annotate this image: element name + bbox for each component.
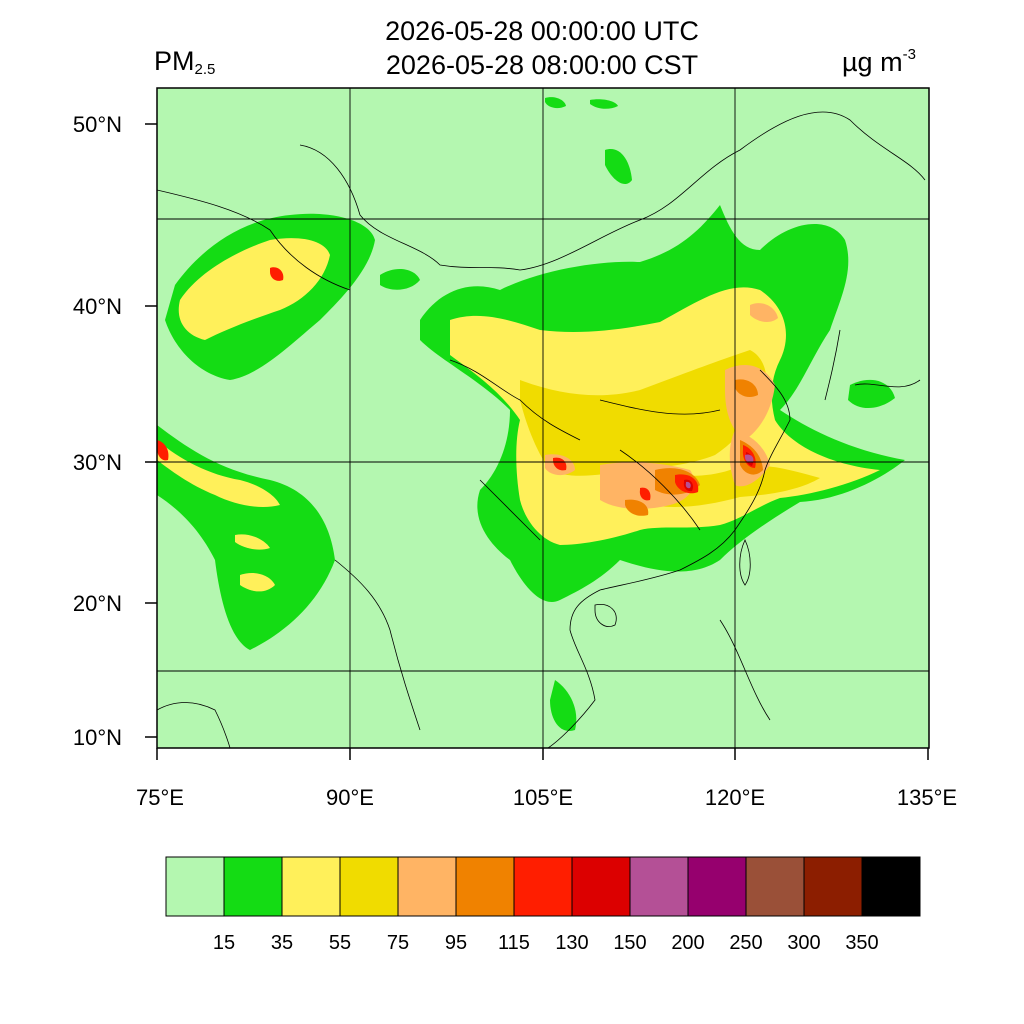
lon-label-75e: 75°E	[136, 785, 184, 810]
colorbar-tick-label: 300	[787, 932, 821, 954]
colorbar-swatch	[629, 856, 689, 917]
colorbar-swatch	[513, 856, 573, 917]
variable-label: PM2.5	[154, 46, 215, 78]
colorbar-swatch	[397, 856, 457, 917]
lon-label-120e: 120°E	[704, 785, 766, 810]
title-utc: 2026-05-28 00:00:00 UTC	[385, 16, 699, 46]
unit-main: µg m	[842, 47, 903, 77]
colorbar-swatch	[745, 856, 805, 917]
colorbar-tick-label: 15	[212, 932, 236, 954]
lat-label-20n: 20°N	[72, 591, 122, 616]
colorbar-tick-label: 35	[270, 932, 294, 954]
coastline-borders	[157, 111, 926, 748]
concentration-150-200-region	[685, 454, 754, 489]
lon-label-90e: 90°E	[326, 785, 374, 810]
lon-label-135e: 135°E	[896, 785, 958, 810]
graticule	[157, 88, 929, 748]
lat-label-30n: 30°N	[72, 450, 122, 475]
lat-label-50n: 50°N	[72, 112, 122, 137]
colorbar-tick-label: 55	[328, 932, 352, 954]
colorbar-tick-label: 95	[444, 932, 468, 954]
colorbar-swatch	[687, 856, 747, 917]
colorbar-swatch	[861, 856, 921, 917]
colorbar-tick-label: 130	[555, 932, 589, 954]
colorbar-tick-label: 115	[498, 932, 530, 954]
colorbar-swatch	[281, 856, 341, 917]
colorbar-swatch	[803, 856, 863, 917]
variable-main: PM	[154, 46, 195, 76]
lon-label-105e: 105°E	[512, 785, 574, 810]
axis-ticks	[145, 123, 929, 760]
lat-label-40n: 40°N	[72, 294, 122, 319]
colorbar-swatch	[571, 856, 631, 917]
variable-subscript: 2.5	[194, 61, 216, 78]
colorbar-swatch	[339, 856, 399, 917]
colorbar-tick-label: 150	[613, 932, 647, 954]
colorbar	[165, 856, 921, 917]
unit-superscript: -3	[902, 46, 916, 63]
unit-label: µg m-3	[842, 46, 916, 78]
colorbar-swatch	[455, 856, 515, 917]
lat-label-10n: 10°N	[72, 725, 122, 750]
colorbar-tick-label: 350	[845, 932, 879, 954]
colorbar-tick-label: 250	[729, 932, 763, 954]
colorbar-swatch	[223, 856, 283, 917]
colorbar-swatch	[165, 856, 225, 917]
pm25-concentration-field	[157, 97, 905, 731]
colorbar-tick-label: 75	[386, 932, 410, 954]
title-cst: 2026-05-28 08:00:00 CST	[385, 50, 699, 80]
colorbar-tick-label: 200	[671, 932, 705, 954]
